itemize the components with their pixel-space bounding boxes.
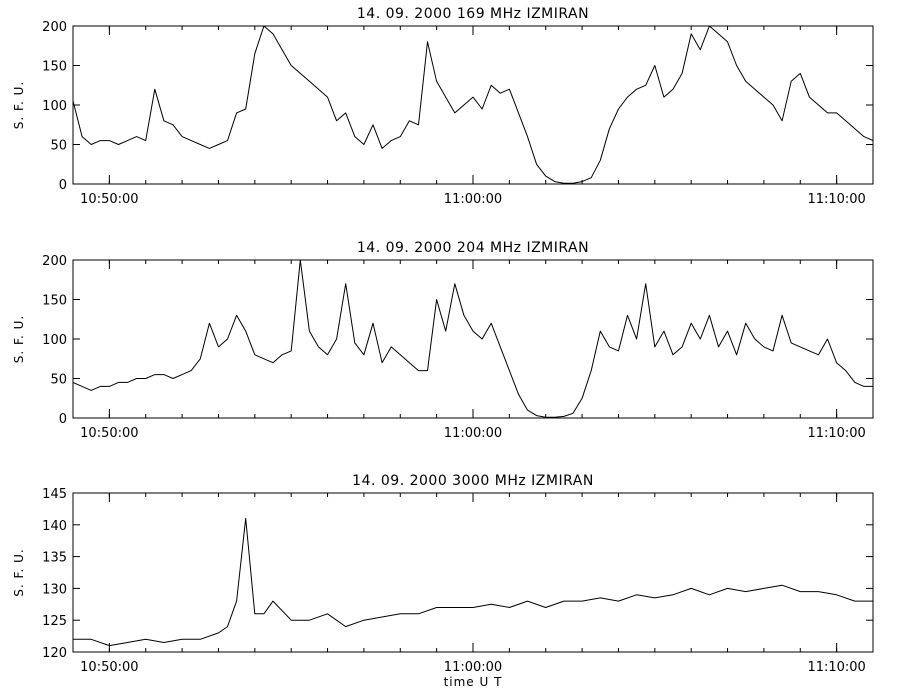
y-tick-label-0-4: 200 bbox=[42, 20, 67, 35]
y-tick-label-0-1: 50 bbox=[50, 139, 67, 154]
x-tick-label-0-0: 10:50:00 bbox=[80, 192, 138, 207]
y-tick-label-1-4: 200 bbox=[42, 254, 67, 269]
y-tick-label-0-3: 150 bbox=[42, 60, 67, 75]
x-tick-label-1-2: 11:10:00 bbox=[807, 426, 865, 441]
y-tick-label-2-1: 125 bbox=[42, 614, 67, 629]
y-tick-label-2-4: 140 bbox=[42, 519, 67, 534]
chart-title-0: 14. 09. 2000 169 MHz IZMIRAN bbox=[357, 6, 589, 22]
x-tick-label-2-1: 11:00:00 bbox=[444, 660, 502, 675]
y-tick-label-1-3: 150 bbox=[42, 294, 67, 309]
series-line-2-0 bbox=[73, 517, 873, 647]
plot-frame-0 bbox=[72, 25, 874, 185]
x-tick-label-0-1: 11:00:00 bbox=[444, 192, 502, 207]
y-tick-label-1-1: 50 bbox=[50, 373, 67, 388]
x-axis-label-2: time U T bbox=[444, 675, 503, 689]
x-tick-label-1-1: 11:00:00 bbox=[444, 426, 502, 441]
y-tick-label-1-2: 100 bbox=[42, 333, 67, 348]
y-tick-label-0-2: 100 bbox=[42, 99, 67, 114]
y-tick-label-2-0: 120 bbox=[42, 646, 67, 661]
y-tick-label-0-0: 0 bbox=[59, 178, 67, 193]
y-axis-label-2: S. F. U. bbox=[12, 548, 26, 596]
y-tick-label-2-2: 130 bbox=[42, 582, 67, 597]
x-tick-label-0-2: 11:10:00 bbox=[807, 192, 865, 207]
y-tick-label-2-5: 145 bbox=[42, 487, 67, 502]
x-tick-label-2-0: 10:50:00 bbox=[80, 660, 138, 675]
y-tick-label-1-0: 0 bbox=[59, 412, 67, 427]
chart-title-2: 14. 09. 2000 3000 MHz IZMIRAN bbox=[352, 473, 594, 489]
plot-frame-2 bbox=[72, 492, 874, 653]
series-line-0-0 bbox=[73, 26, 873, 184]
chart-title-1: 14. 09. 2000 204 MHz IZMIRAN bbox=[357, 240, 589, 256]
y-tick-label-2-3: 135 bbox=[42, 551, 67, 566]
x-tick-label-2-2: 11:10:00 bbox=[807, 660, 865, 675]
x-tick-label-1-0: 10:50:00 bbox=[80, 426, 138, 441]
plot-frame-1 bbox=[72, 259, 874, 419]
y-axis-label-1: S. F. U. bbox=[12, 315, 26, 363]
series-line-1-0 bbox=[73, 260, 873, 418]
y-axis-label-0: S. F. U. bbox=[12, 81, 26, 129]
